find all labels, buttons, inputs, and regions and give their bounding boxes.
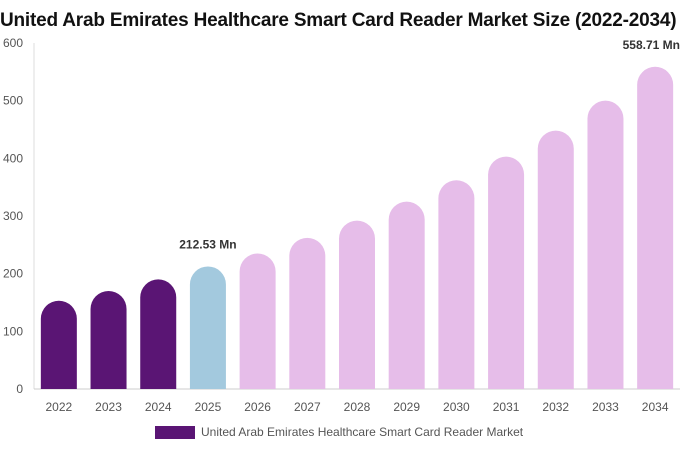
y-axis-ticks: 0 100 200 300 400 500 600 — [3, 36, 23, 396]
bar-2024 — [140, 279, 177, 389]
bar-2022 — [40, 300, 77, 389]
y-tick-label: 300 — [3, 209, 23, 223]
bars — [40, 66, 674, 389]
bar-2034 — [637, 66, 674, 389]
bar-2032 — [537, 130, 574, 389]
x-tick-label: 2031 — [493, 400, 520, 414]
bar-2033 — [587, 100, 624, 389]
bar-2025 — [189, 266, 226, 389]
x-tick-label: 2029 — [393, 400, 420, 414]
x-tick-label: 2028 — [344, 400, 371, 414]
y-tick-label: 200 — [3, 267, 23, 281]
legend-label: United Arab Emirates Healthcare Smart Ca… — [201, 425, 524, 439]
y-tick-label: 600 — [3, 36, 23, 50]
y-tick-label: 100 — [3, 324, 23, 338]
x-tick-label: 2030 — [443, 400, 470, 414]
x-tick-label: 2024 — [145, 400, 172, 414]
x-tick-label: 2026 — [244, 400, 271, 414]
y-tick-label: 400 — [3, 151, 23, 165]
x-tick-label: 2033 — [592, 400, 619, 414]
chart-title: United Arab Emirates Healthcare Smart Ca… — [0, 10, 677, 31]
x-tick-label: 2027 — [294, 400, 321, 414]
legend-swatch — [155, 425, 195, 439]
bar-2029 — [388, 201, 425, 389]
x-tick-label: 2023 — [95, 400, 122, 414]
legend: United Arab Emirates Healthcare Smart Ca… — [155, 425, 523, 439]
x-tick-label: 2022 — [45, 400, 72, 414]
bar-2027 — [289, 237, 326, 389]
x-tick-label: 2025 — [195, 400, 222, 414]
x-tick-label: 2034 — [642, 400, 669, 414]
data-label-2025: 212.53 Mn — [179, 237, 236, 251]
data-labels: 212.53 Mn 558.71 Mn — [179, 38, 680, 252]
data-label-2034: 558.71 Mn — [623, 38, 680, 52]
bar-2031 — [488, 156, 525, 389]
y-tick-label: 0 — [16, 382, 23, 396]
x-tick-label: 2032 — [542, 400, 569, 414]
bar-2026 — [239, 253, 276, 389]
bar-2023 — [90, 290, 127, 389]
y-tick-label: 500 — [3, 94, 23, 108]
bar-2028 — [339, 220, 375, 389]
bar-2030 — [438, 180, 475, 389]
x-axis-ticks: 2022 2023 2024 2025 2026 2027 2028 2029 2030 2031… — [45, 400, 668, 414]
